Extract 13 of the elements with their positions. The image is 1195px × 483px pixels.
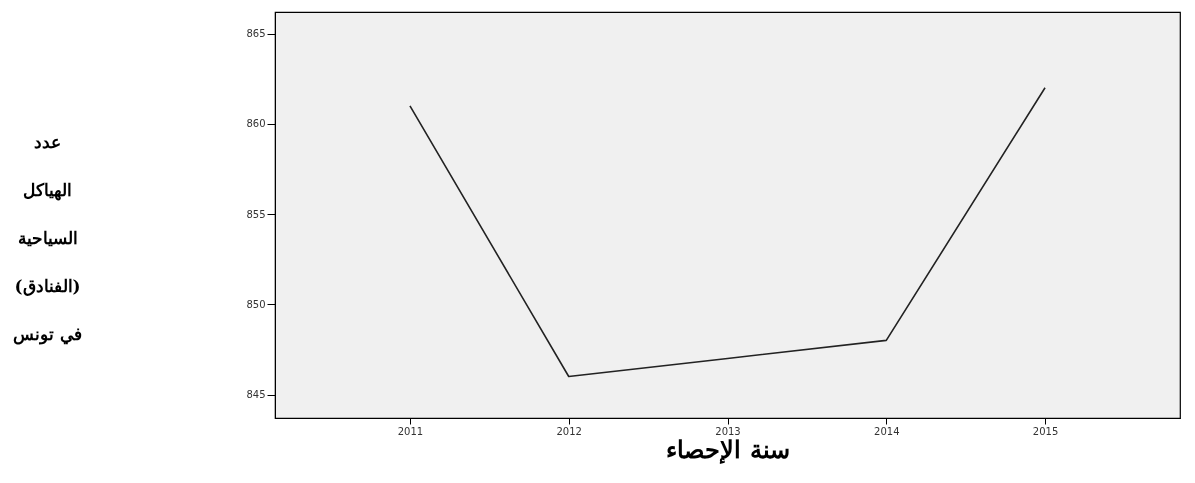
y-tick-label: 855 [246,208,266,220]
y-tick-label: 845 [246,389,266,401]
y-tick-label: 850 [246,298,266,310]
x-tick-label: 2013 [715,425,741,437]
x-tick-label: 2015 [1032,425,1059,437]
line-series [409,86,1046,378]
y-tick-label: 865 [246,28,266,40]
x-tick-label: 2012 [556,425,582,437]
x-tick-label: 2011 [397,425,424,437]
y-tick-label: 860 [246,118,266,130]
text: عدد الهياكل السياحية (الفنادق) في تونس [13,131,82,344]
x-axis-title: سنة الإحصاء [666,434,790,464]
x-tick-label: 2014 [874,425,900,437]
